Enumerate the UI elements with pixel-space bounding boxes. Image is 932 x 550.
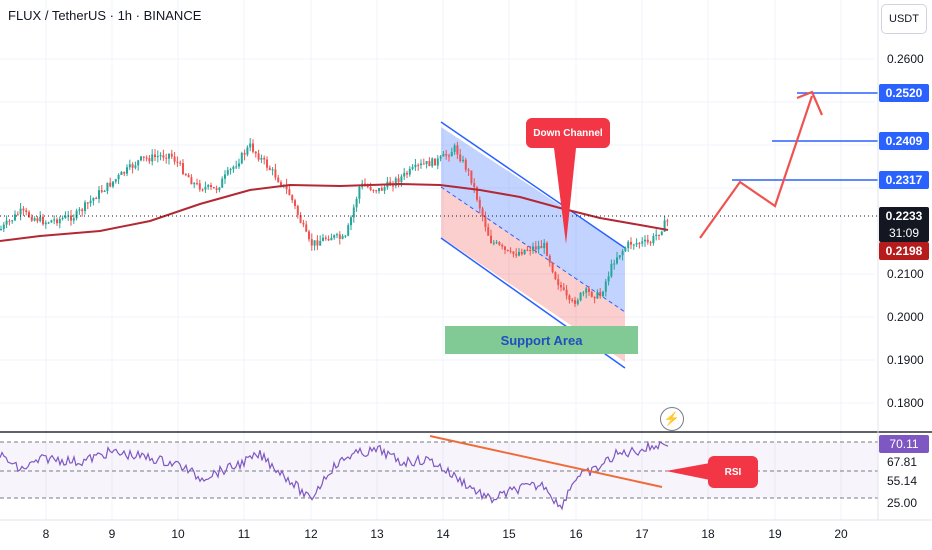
target-price-badge-1: 0.2317 <box>879 171 929 189</box>
time-label: 10 <box>171 527 185 541</box>
candlestick-series <box>0 137 669 307</box>
time-label: 8 <box>42 527 50 541</box>
currency-button[interactable]: USDT <box>881 4 927 34</box>
support-area-box[interactable]: Support Area <box>445 326 638 354</box>
price-label: 0.2600 <box>887 52 924 66</box>
time-label: 9 <box>108 527 116 541</box>
projection-arrowhead <box>796 90 824 116</box>
time-label: 13 <box>370 527 384 541</box>
symbol-header[interactable]: FLUX / TetherUS · 1h · BINANCE <box>8 8 202 23</box>
channel-lower-fill <box>441 187 625 362</box>
down-channel-pointer <box>554 148 576 244</box>
price-label: 0.2100 <box>887 267 924 281</box>
rsi-callout[interactable]: RSI <box>708 456 758 488</box>
time-label: 15 <box>502 527 516 541</box>
time-label: 18 <box>701 527 715 541</box>
channel-top-line[interactable] <box>440 121 626 249</box>
projection-arrow[interactable] <box>699 95 814 239</box>
time-label: 17 <box>635 527 649 541</box>
moving-average-line <box>0 182 669 242</box>
rsi-trendline[interactable] <box>429 435 663 488</box>
time-label: 12 <box>304 527 318 541</box>
rsi-value-badge: 70.11 <box>879 435 929 453</box>
channel-upper-fill <box>441 127 625 312</box>
moving-average-badge: 0.2198 <box>879 242 929 260</box>
lightning-icon[interactable]: ⚡ <box>660 407 684 431</box>
time-label: 16 <box>569 527 583 541</box>
rsi-line <box>0 440 669 511</box>
rsi-pointer <box>666 463 710 480</box>
rsi-level-label: 55.14 <box>887 474 918 488</box>
price-label: 0.1800 <box>887 396 924 410</box>
target-price-badge-2: 0.2409 <box>879 132 929 150</box>
target-price-badge-3: 0.2520 <box>879 84 929 102</box>
price-label: 0.2000 <box>887 310 924 324</box>
channel-midline <box>440 186 626 313</box>
time-label: 11 <box>237 527 251 541</box>
time-label: 14 <box>436 527 450 541</box>
rsi-level-label: 25.00 <box>887 496 918 510</box>
price-label: 0.1900 <box>887 353 924 367</box>
rsi-level-label: 67.81 <box>887 455 918 469</box>
last-price-badge: 0.2233 <box>879 207 929 225</box>
down-channel-callout[interactable]: Down Channel <box>526 118 610 148</box>
time-label: 19 <box>768 527 782 541</box>
bar-countdown: 31:09 <box>879 224 929 242</box>
time-label: 20 <box>834 527 848 541</box>
